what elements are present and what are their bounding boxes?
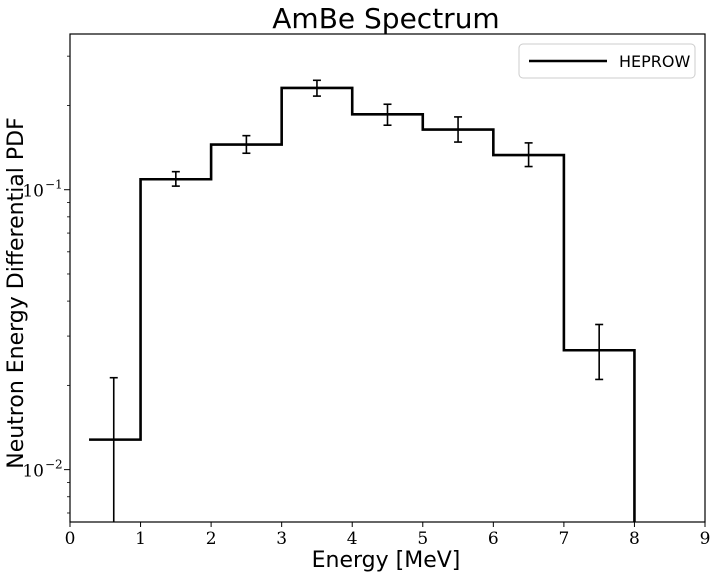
y-tick-exponent: −2 <box>45 458 63 472</box>
legend: HEPROW <box>518 43 696 79</box>
axes-layer: 0 1 2 3 4 5 6 7 8 910−210−1 <box>22 33 711 549</box>
x-axis-label: Energy [MeV] <box>312 548 461 573</box>
error-bar <box>454 116 463 143</box>
error-bar <box>171 170 180 187</box>
error-bar <box>242 134 251 155</box>
y-tick-exponent: −1 <box>45 178 63 192</box>
x-tick-label: 9 <box>700 529 711 549</box>
y-tick-label: 10 <box>22 462 44 482</box>
error-bar <box>524 142 533 168</box>
histogram-step-line <box>89 86 636 522</box>
y-axis-label: Neutron Energy Differential PDF <box>4 117 29 469</box>
error-bar <box>312 79 321 97</box>
chart-title: AmBe Spectrum <box>272 2 499 35</box>
error-bar <box>595 323 604 381</box>
x-tick-label: 2 <box>206 529 217 549</box>
x-tick-label: 8 <box>629 529 640 549</box>
legend-label: HEPROW <box>619 52 691 71</box>
x-tick-label: 1 <box>135 529 146 549</box>
x-tick-label: 5 <box>417 529 428 549</box>
y-tick-label: 10 <box>22 182 44 202</box>
x-tick-label: 3 <box>276 529 287 549</box>
error-bar <box>383 103 392 127</box>
x-tick-label: 6 <box>488 529 499 549</box>
error-bar <box>109 376 118 522</box>
plot-layer <box>89 79 636 522</box>
plot-frame <box>69 33 706 523</box>
x-tick-label: 4 <box>347 529 358 549</box>
x-tick-label: 0 <box>65 529 76 549</box>
x-tick-label: 7 <box>558 529 569 549</box>
